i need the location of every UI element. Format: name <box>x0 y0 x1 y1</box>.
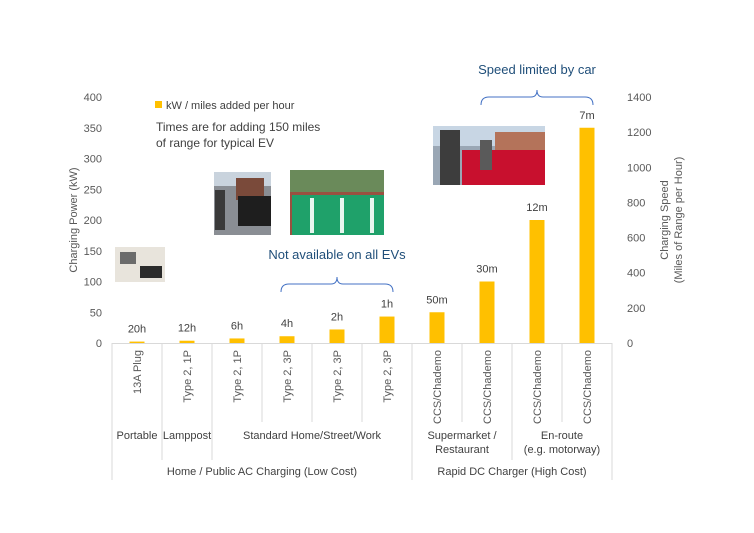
right-tick-label: 800 <box>627 197 645 209</box>
bar-label: 1h <box>381 299 393 311</box>
bar-label: 50m <box>426 294 447 306</box>
group-label: Restaurant <box>435 444 489 456</box>
category-label: Type 2, 3P <box>282 350 294 403</box>
left-tick-label: 400 <box>84 92 102 104</box>
bar <box>579 127 595 343</box>
category-label: CCS/Chademo <box>582 350 594 424</box>
group-label: Standard Home/Street/Work <box>243 430 381 442</box>
left-tick-label: 350 <box>84 123 102 135</box>
category-label: Type 2, 1P <box>182 350 194 403</box>
note: Times are for adding 150 miles of range … <box>156 120 320 150</box>
bar <box>179 340 195 343</box>
photo-13a-plug <box>115 247 165 282</box>
bar-label: 30m <box>476 264 497 276</box>
category-label: Type 2, 3P <box>382 350 394 403</box>
bar-label: 12m <box>526 202 547 214</box>
right-axis-title: Charging Speed <box>659 180 671 260</box>
legend-swatch <box>155 101 162 108</box>
left-tick-label: 0 <box>96 338 102 350</box>
annotation-label: Not available on all EVs <box>268 247 406 262</box>
bar-label: 12h <box>178 323 196 335</box>
bar-label: 20h <box>128 324 146 336</box>
bar-label: 6h <box>231 320 243 332</box>
bar <box>279 336 295 343</box>
bar <box>379 316 395 343</box>
category-label: CCS/Chademo <box>432 350 444 424</box>
group-label: En-route <box>541 430 583 442</box>
legend-label: kW / miles added per hour <box>166 100 295 112</box>
annotation-label: Speed limited by car <box>478 62 596 77</box>
bar <box>479 281 495 343</box>
left-tick-label: 300 <box>84 154 102 166</box>
category-label: CCS/Chademo <box>482 350 494 424</box>
annotation-bracket <box>280 276 394 293</box>
left-tick-label: 100 <box>84 277 102 289</box>
photo-lamppost-charger <box>214 172 271 235</box>
bar <box>229 338 245 343</box>
category-label: 13A Plug <box>132 350 144 394</box>
bar-label: 2h <box>331 311 343 323</box>
supergroup-label: Home / Public AC Charging (Low Cost) <box>167 466 357 478</box>
group-label: (e.g. motorway) <box>524 444 600 456</box>
left-axis-title: Charging Power (kW) <box>68 167 80 272</box>
bar <box>129 341 145 343</box>
left-tick-label: 200 <box>84 215 102 227</box>
bar <box>329 329 345 343</box>
bar-label: 7m <box>579 110 594 122</box>
right-axis-title: (Miles of Range per Hour) <box>673 157 685 284</box>
bars: 20h 12h 6h 4h 2h 1h 50m 30m 12m 7m <box>128 110 595 343</box>
right-tick-label: 0 <box>627 338 633 350</box>
category-label: Type 2, 3P <box>332 350 344 403</box>
bar <box>429 312 445 343</box>
left-y-axis: 0 50 100 150 200 250 300 350 400 Charging Power (… <box>68 92 102 350</box>
right-tick-label: 400 <box>627 268 645 280</box>
category-axis: 13A Plug Type 2, 1P Type 2, 1P Type 2, 3P Ty… <box>111 343 613 480</box>
right-tick-label: 1200 <box>627 127 651 139</box>
bar-label: 4h <box>281 318 293 330</box>
right-tick-label: 600 <box>627 233 645 245</box>
photo-green-bays <box>290 170 384 235</box>
legend: kW / miles added per hour <box>155 100 295 112</box>
note-line-1: Times are for adding 150 miles <box>156 120 320 134</box>
group-label: Lamppost <box>163 430 211 442</box>
annotation-bracket <box>480 89 594 106</box>
photo-rapid-chargers <box>433 126 545 185</box>
right-tick-label: 1400 <box>627 92 651 104</box>
group-label: Supermarket / <box>427 430 497 442</box>
annotations: Not available on all EVs Speed limited by… <box>268 62 597 293</box>
category-label: CCS/Chademo <box>532 350 544 424</box>
category-label: Type 2, 1P <box>232 350 244 403</box>
right-tick-label: 1000 <box>627 162 651 174</box>
group-label: Portable <box>117 430 158 442</box>
supergroup-label: Rapid DC Charger (High Cost) <box>437 466 586 478</box>
left-tick-label: 50 <box>90 307 102 319</box>
right-y-axis: 0 200 400 600 800 1000 1200 1400 Charging Speed(… <box>627 92 685 350</box>
note-line-2: of range for typical EV <box>156 136 274 150</box>
bar <box>529 220 545 343</box>
left-tick-label: 150 <box>84 246 102 258</box>
left-tick-label: 250 <box>84 184 102 196</box>
right-tick-label: 200 <box>627 303 645 315</box>
